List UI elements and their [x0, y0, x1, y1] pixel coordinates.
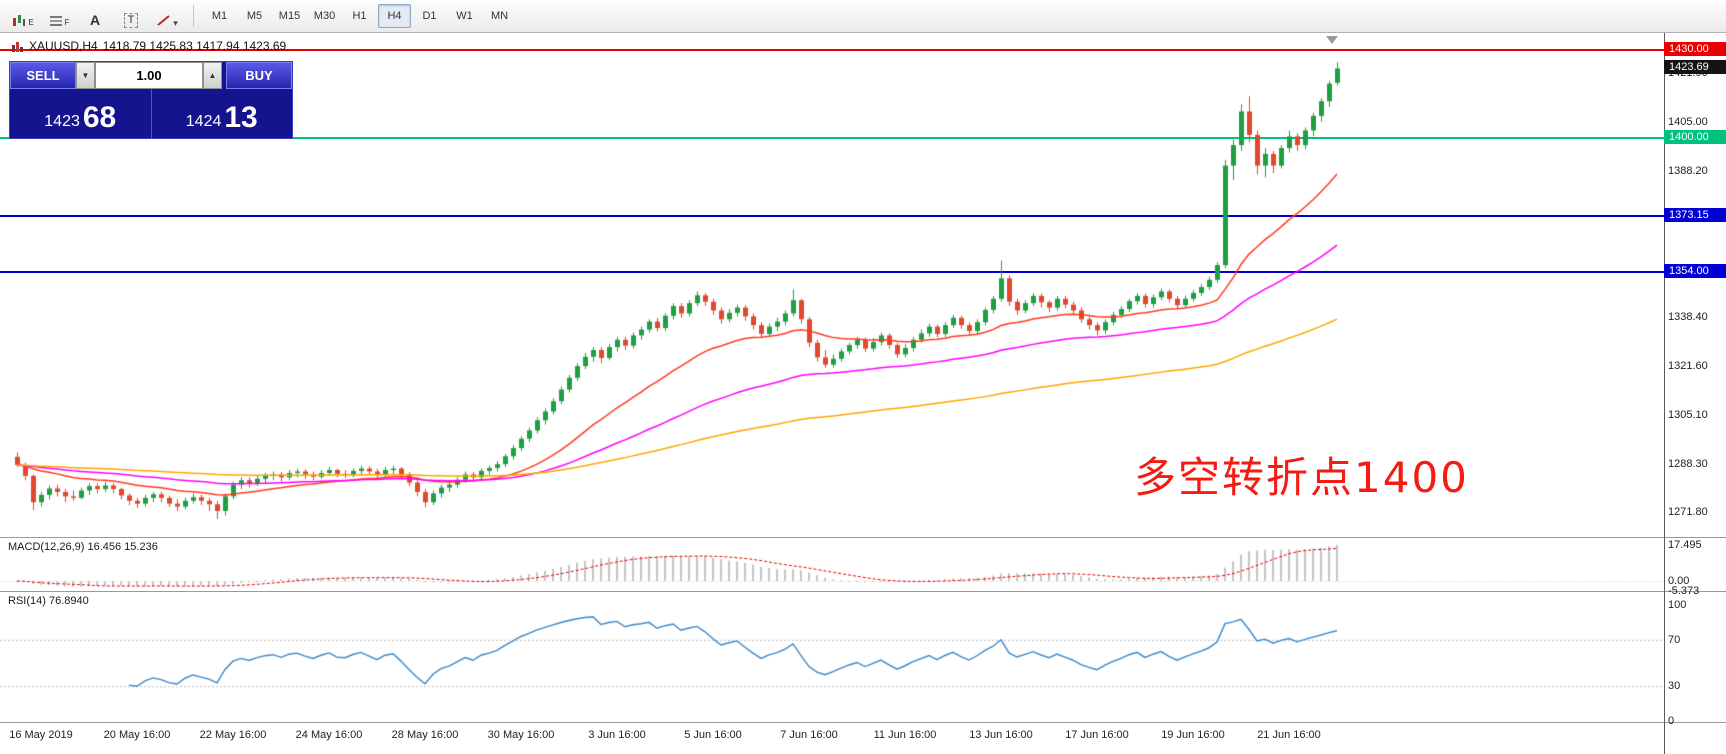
time-label-11: 13 Jun 16:00 — [969, 729, 1033, 741]
chevron-down-icon: ▾ — [173, 18, 178, 28]
candlestick-chart-icon — [13, 15, 26, 26]
top-toolbar: E F A T ▾ M1 M5 M15 M30 H1 H4 D1 W1 MN — [0, 0, 1726, 33]
chart-annotation-text: 多空转折点1400 — [1134, 453, 1469, 502]
rsi-indicator-canvas[interactable] — [0, 592, 1664, 722]
time-label-14: 21 Jun 16:00 — [1257, 729, 1321, 741]
buy-price-pips: 13 — [224, 101, 258, 134]
dropdown-arrow-icon: ▼ — [81, 71, 90, 80]
chart-title: XAUUSD,H4 1418.79 1425.83 1417.94 1423.6… — [12, 39, 286, 53]
price-axis-separator — [1664, 33, 1665, 754]
text-box-button[interactable]: T — [114, 3, 148, 29]
sell-price[interactable]: 1423 68 — [10, 89, 151, 138]
time-label-1: 16 May 2019 — [9, 729, 73, 741]
price-label-1354.00: 1354.00 — [1664, 264, 1726, 279]
letter-a-icon: A — [89, 12, 101, 28]
time-label-8: 5 Jun 16:00 — [684, 729, 742, 741]
rsi-axis-0: 0 — [1668, 715, 1675, 727]
sell-price-main: 1423 — [44, 113, 80, 130]
toolbar-separator — [193, 5, 194, 27]
timeframe-button-m5[interactable]: M5 — [246, 10, 263, 22]
up-arrow-icon: ▲ — [208, 71, 217, 80]
objects-f-label: F — [64, 18, 70, 27]
time-label-7: 3 Jun 16:00 — [588, 729, 646, 741]
timeframe-button-h1[interactable]: H1 — [352, 10, 367, 22]
price-tick-1288.30: 1288.30 — [1668, 457, 1708, 470]
time-label-5: 28 May 16:00 — [391, 729, 459, 741]
list-lines-icon — [49, 16, 62, 26]
boxed-t-icon: T — [123, 13, 139, 28]
volume-up-button[interactable]: ▲ — [203, 62, 222, 89]
time-label-3: 22 May 16:00 — [199, 729, 267, 741]
symbol-timeframe-label: XAUUSD,H4 — [29, 39, 98, 53]
buy-price-main: 1424 — [185, 113, 222, 130]
price-label-1430.00: 1430.00 — [1664, 42, 1726, 56]
timeframe-button-w1[interactable]: W1 — [456, 10, 473, 22]
time-label-9: 7 Jun 16:00 — [780, 729, 838, 741]
timeframe-button-mn[interactable]: MN — [490, 10, 509, 22]
time-label-13: 19 Jun 16:00 — [1161, 729, 1225, 741]
time-label-10: 11 Jun 16:00 — [873, 729, 937, 741]
macd-axis--5.373: -5.373 — [1668, 585, 1700, 597]
indicators-button[interactable]: E — [6, 3, 40, 29]
price-label-1400.00: 1400.00 — [1664, 129, 1726, 144]
price-tick-1305.10: 1305.10 — [1668, 408, 1708, 421]
timeframe-button-d1[interactable]: D1 — [422, 10, 437, 22]
one-click-trading-panel: SELL ▼ ▲ BUY 1423 68 1424 13 — [9, 61, 293, 139]
price-tick-1405.00: 1405.00 — [1668, 116, 1708, 129]
volume-dropdown-button[interactable]: ▼ — [76, 62, 95, 89]
time-label-2: 20 May 16:00 — [103, 729, 171, 741]
macd-axis-17.495: 17.495 — [1668, 539, 1702, 551]
timeframe-button-h4[interactable]: H4 — [378, 4, 411, 28]
text-label-button[interactable]: A — [78, 3, 112, 29]
buy-button[interactable]: BUY — [226, 62, 292, 89]
time-label-12: 17 Jun 16:00 — [1065, 729, 1129, 741]
main-macd-separator[interactable] — [0, 537, 1726, 538]
ohlc-values-label: 1418.79 1425.83 1417.94 1423.69 — [102, 39, 287, 53]
chart-shift-marker-icon[interactable] — [1326, 36, 1338, 44]
trendline-icon — [157, 15, 170, 26]
price-tick-1388.20: 1388.20 — [1668, 165, 1708, 178]
macd-rsi-separator[interactable] — [0, 591, 1726, 592]
current-price-label: 1423.69 — [1664, 60, 1726, 75]
shapes-button[interactable]: ▾ — [150, 3, 184, 29]
chart-window-icon — [12, 41, 23, 52]
sell-button[interactable]: SELL — [10, 62, 76, 89]
timeframe-button-m15[interactable]: M15 — [278, 10, 301, 22]
price-label-1373.15: 1373.15 — [1664, 208, 1726, 223]
rsi-axis-30: 30 — [1668, 680, 1681, 693]
timeframe-button-m30[interactable]: M30 — [313, 10, 336, 22]
indicators-e-label: E — [28, 18, 34, 27]
trade-prices-row: 1423 68 1424 13 — [10, 89, 292, 138]
rsi-label: RSI(14) 76.8940 — [8, 595, 89, 607]
buy-price[interactable]: 1424 13 — [150, 89, 293, 138]
trade-controls-row: SELL ▼ ▲ BUY — [10, 62, 292, 89]
macd-indicator-canvas[interactable] — [0, 538, 1664, 592]
macd-label: MACD(12,26,9) 16.456 15.236 — [8, 541, 158, 553]
price-tick-1338.40: 1338.40 — [1668, 311, 1708, 324]
price-tick-1271.80: 1271.80 — [1668, 506, 1708, 519]
timeframe-button-m1[interactable]: M1 — [211, 10, 228, 22]
sell-price-pips: 68 — [82, 101, 117, 134]
rsi-timeaxis-separator — [0, 722, 1726, 723]
rsi-axis-100: 100 — [1668, 599, 1687, 611]
time-label-4: 24 May 16:00 — [295, 729, 363, 741]
macd-axis-0.00: 0.00 — [1668, 575, 1690, 587]
objects-list-button[interactable]: F — [42, 3, 76, 29]
volume-input[interactable] — [95, 62, 203, 89]
time-label-6: 30 May 16:00 — [487, 729, 555, 741]
rsi-axis-70: 70 — [1668, 633, 1681, 646]
price-tick-1321.60: 1321.60 — [1668, 360, 1708, 373]
timeframe-toolbar: M1 M5 M15 M30 H1 H4 D1 W1 MN — [203, 4, 516, 28]
